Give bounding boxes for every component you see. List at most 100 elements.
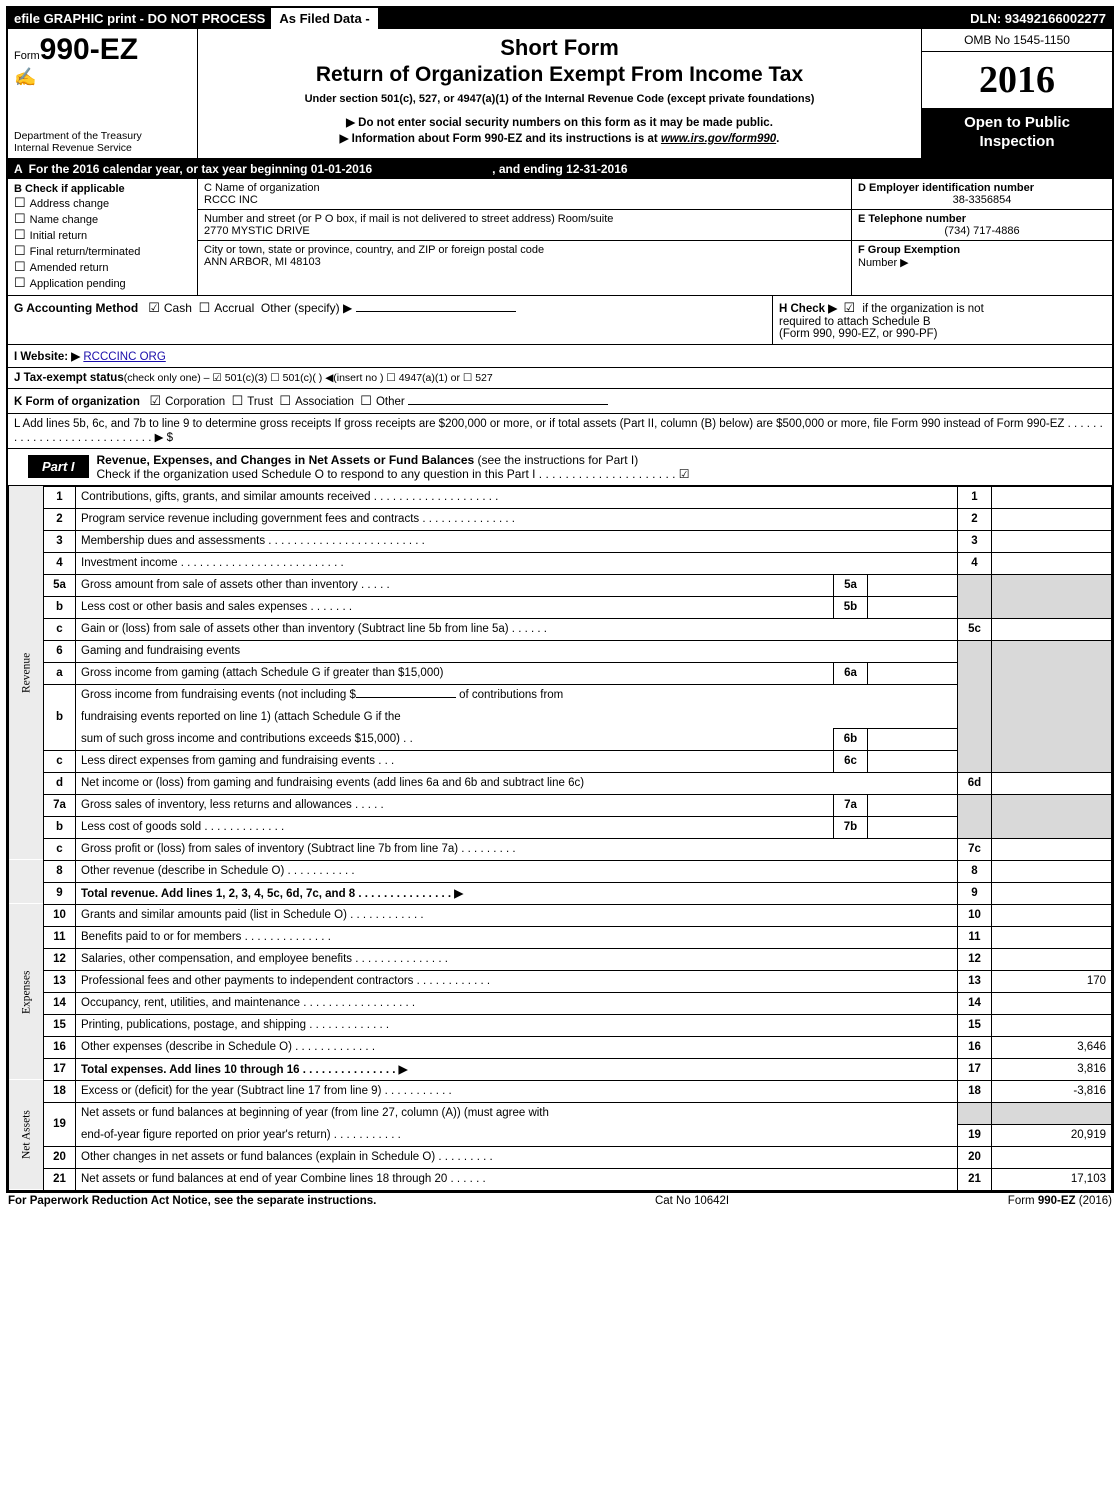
ln-7b: b (44, 816, 76, 838)
blank-6b[interactable] (356, 697, 456, 698)
box-14: 14 (958, 992, 992, 1014)
ln-7c: c (44, 838, 76, 860)
t-19a: Net assets or fund balances at beginning… (76, 1102, 958, 1124)
ln-5c: c (44, 618, 76, 640)
j-rest: (check only one) – ☑ 501(c)(3) ☐ 501(c)(… (124, 372, 493, 384)
sv-5b (868, 596, 958, 618)
chk-corporation[interactable]: Corporation (149, 396, 225, 408)
d-label: D Employer identification number (858, 182, 1106, 194)
shade-7 (958, 794, 992, 838)
sv-7b (868, 816, 958, 838)
side-rev-cont (9, 860, 44, 904)
c-street: 2770 MYSTIC DRIVE (204, 225, 845, 237)
row-j: J Tax-exempt status(check only one) – ☑ … (8, 368, 1112, 389)
part1-title-block: Revenue, Expenses, and Changes in Net As… (89, 449, 698, 485)
box-20: 20 (958, 1146, 992, 1168)
i-label: I Website: ▶ (14, 351, 80, 363)
ln-4: 4 (44, 552, 76, 574)
box-9: 9 (958, 882, 992, 904)
c-city: ANN ARBOR, MI 48103 (204, 256, 845, 268)
chk-accrual[interactable]: Accrual (199, 301, 255, 315)
chk-address-change[interactable]: Address change (14, 195, 191, 211)
shade-6 (958, 640, 992, 772)
ln-8: 8 (44, 860, 76, 882)
instr-info-link[interactable]: www.irs.gov/form990 (661, 133, 776, 145)
footer-catno: Cat No 10642I (655, 1195, 729, 1207)
shade-19 (958, 1102, 992, 1124)
v-6d (992, 772, 1112, 794)
t-6c: Less direct expenses from gaming and fun… (76, 750, 834, 772)
i-website[interactable]: RCCCINC ORG (83, 351, 165, 363)
v-9 (992, 882, 1112, 904)
chk-initial-return[interactable]: Initial return (14, 227, 191, 243)
f-cell: F Group Exemption Number ▶ (852, 241, 1112, 272)
g-other-line[interactable] (356, 311, 516, 312)
chk-application-pending[interactable]: Application pending (14, 275, 191, 291)
ln-5a: 5a (44, 574, 76, 596)
v-7c (992, 838, 1112, 860)
chk-association[interactable]: Association (279, 396, 353, 408)
instr-info-post: . (776, 133, 779, 145)
g-block: G Accounting Method Cash Accrual Other (… (8, 296, 772, 344)
part1-title-suffix: (see the instructions for Part I) (474, 453, 638, 467)
k-other-line[interactable] (408, 404, 608, 405)
chk-amended-return[interactable]: Amended return (14, 259, 191, 275)
t-6b-2: fundraising events reported on line 1) (… (76, 706, 958, 728)
form-number: 990-EZ (40, 33, 138, 66)
row-a: A For the 2016 calendar year, or tax yea… (8, 159, 1112, 179)
box-15: 15 (958, 1014, 992, 1036)
chk-final-return[interactable]: Final return/terminated (14, 243, 191, 259)
l-text: L Add lines 5b, 6c, and 7b to line 9 to … (14, 418, 1103, 444)
row-a-letter: A (14, 162, 23, 176)
box-7c: 7c (958, 838, 992, 860)
box-2: 2 (958, 508, 992, 530)
c-name-label: C Name of organization (204, 182, 845, 194)
e-phone: (734) 717-4886 (858, 225, 1106, 237)
f-label2: Number ▶ (858, 257, 909, 269)
shade-5v (992, 574, 1112, 618)
c-street-label: Number and street (or P O box, if mail i… (204, 213, 845, 225)
chk-name-change[interactable]: Name change (14, 211, 191, 227)
footer: For Paperwork Reduction Act Notice, see … (6, 1193, 1114, 1207)
instr-info: ▶ Information about Form 990-EZ and its … (206, 131, 913, 145)
chk-other-org[interactable]: Other (360, 396, 404, 408)
header-left: Form990-EZ ✍ Department of the Treasury … (8, 29, 198, 158)
k-label: K Form of organization (14, 396, 140, 408)
return-title: Return of Organization Exempt From Incom… (206, 63, 913, 87)
v-12 (992, 948, 1112, 970)
t-10: Grants and similar amounts paid (list in… (76, 904, 958, 926)
ln-16: 16 (44, 1036, 76, 1058)
box-4: 4 (958, 552, 992, 574)
t-13: Professional fees and other payments to … (76, 970, 958, 992)
t-6d: Net income or (loss) from gaming and fun… (76, 772, 958, 794)
sub-6a: 6a (834, 662, 868, 684)
sv-6c (868, 750, 958, 772)
box-6d: 6d (958, 772, 992, 794)
chk-cash[interactable]: Cash (148, 301, 192, 315)
c-street-cell: Number and street (or P O box, if mail i… (198, 210, 851, 241)
h-line2: required to attach Schedule B (779, 316, 931, 328)
side-netassets: Net Assets (9, 1080, 44, 1190)
j-label: J Tax-exempt status (14, 372, 124, 384)
ln-10: 10 (44, 904, 76, 926)
h-check[interactable] (843, 303, 859, 315)
h-pre: H Check ▶ (779, 303, 837, 315)
box-13: 13 (958, 970, 992, 992)
dept-treasury: Department of the Treasury (14, 130, 191, 142)
v-1 (992, 486, 1112, 508)
row-k: K Form of organization Corporation Trust… (8, 389, 1112, 414)
v-5c (992, 618, 1112, 640)
t-6b-1: Gross income from fundraising events (no… (76, 684, 958, 706)
box-12: 12 (958, 948, 992, 970)
sv-6b (868, 728, 958, 750)
t-7c: Gross profit or (loss) from sales of inv… (76, 838, 958, 860)
t-19b: end-of-year figure reported on prior yea… (76, 1124, 958, 1146)
dept-irs: Internal Revenue Service (14, 142, 191, 154)
col-b: B Check if applicable Address change Nam… (8, 179, 198, 295)
chk-trust[interactable]: Trust (232, 396, 273, 408)
box-21: 21 (958, 1168, 992, 1190)
box-5c: 5c (958, 618, 992, 640)
t-4: Investment income . . . . . . . . . . . … (76, 552, 958, 574)
sub-7b: 7b (834, 816, 868, 838)
form-number-block: Form990-EZ ✍ (14, 33, 191, 88)
